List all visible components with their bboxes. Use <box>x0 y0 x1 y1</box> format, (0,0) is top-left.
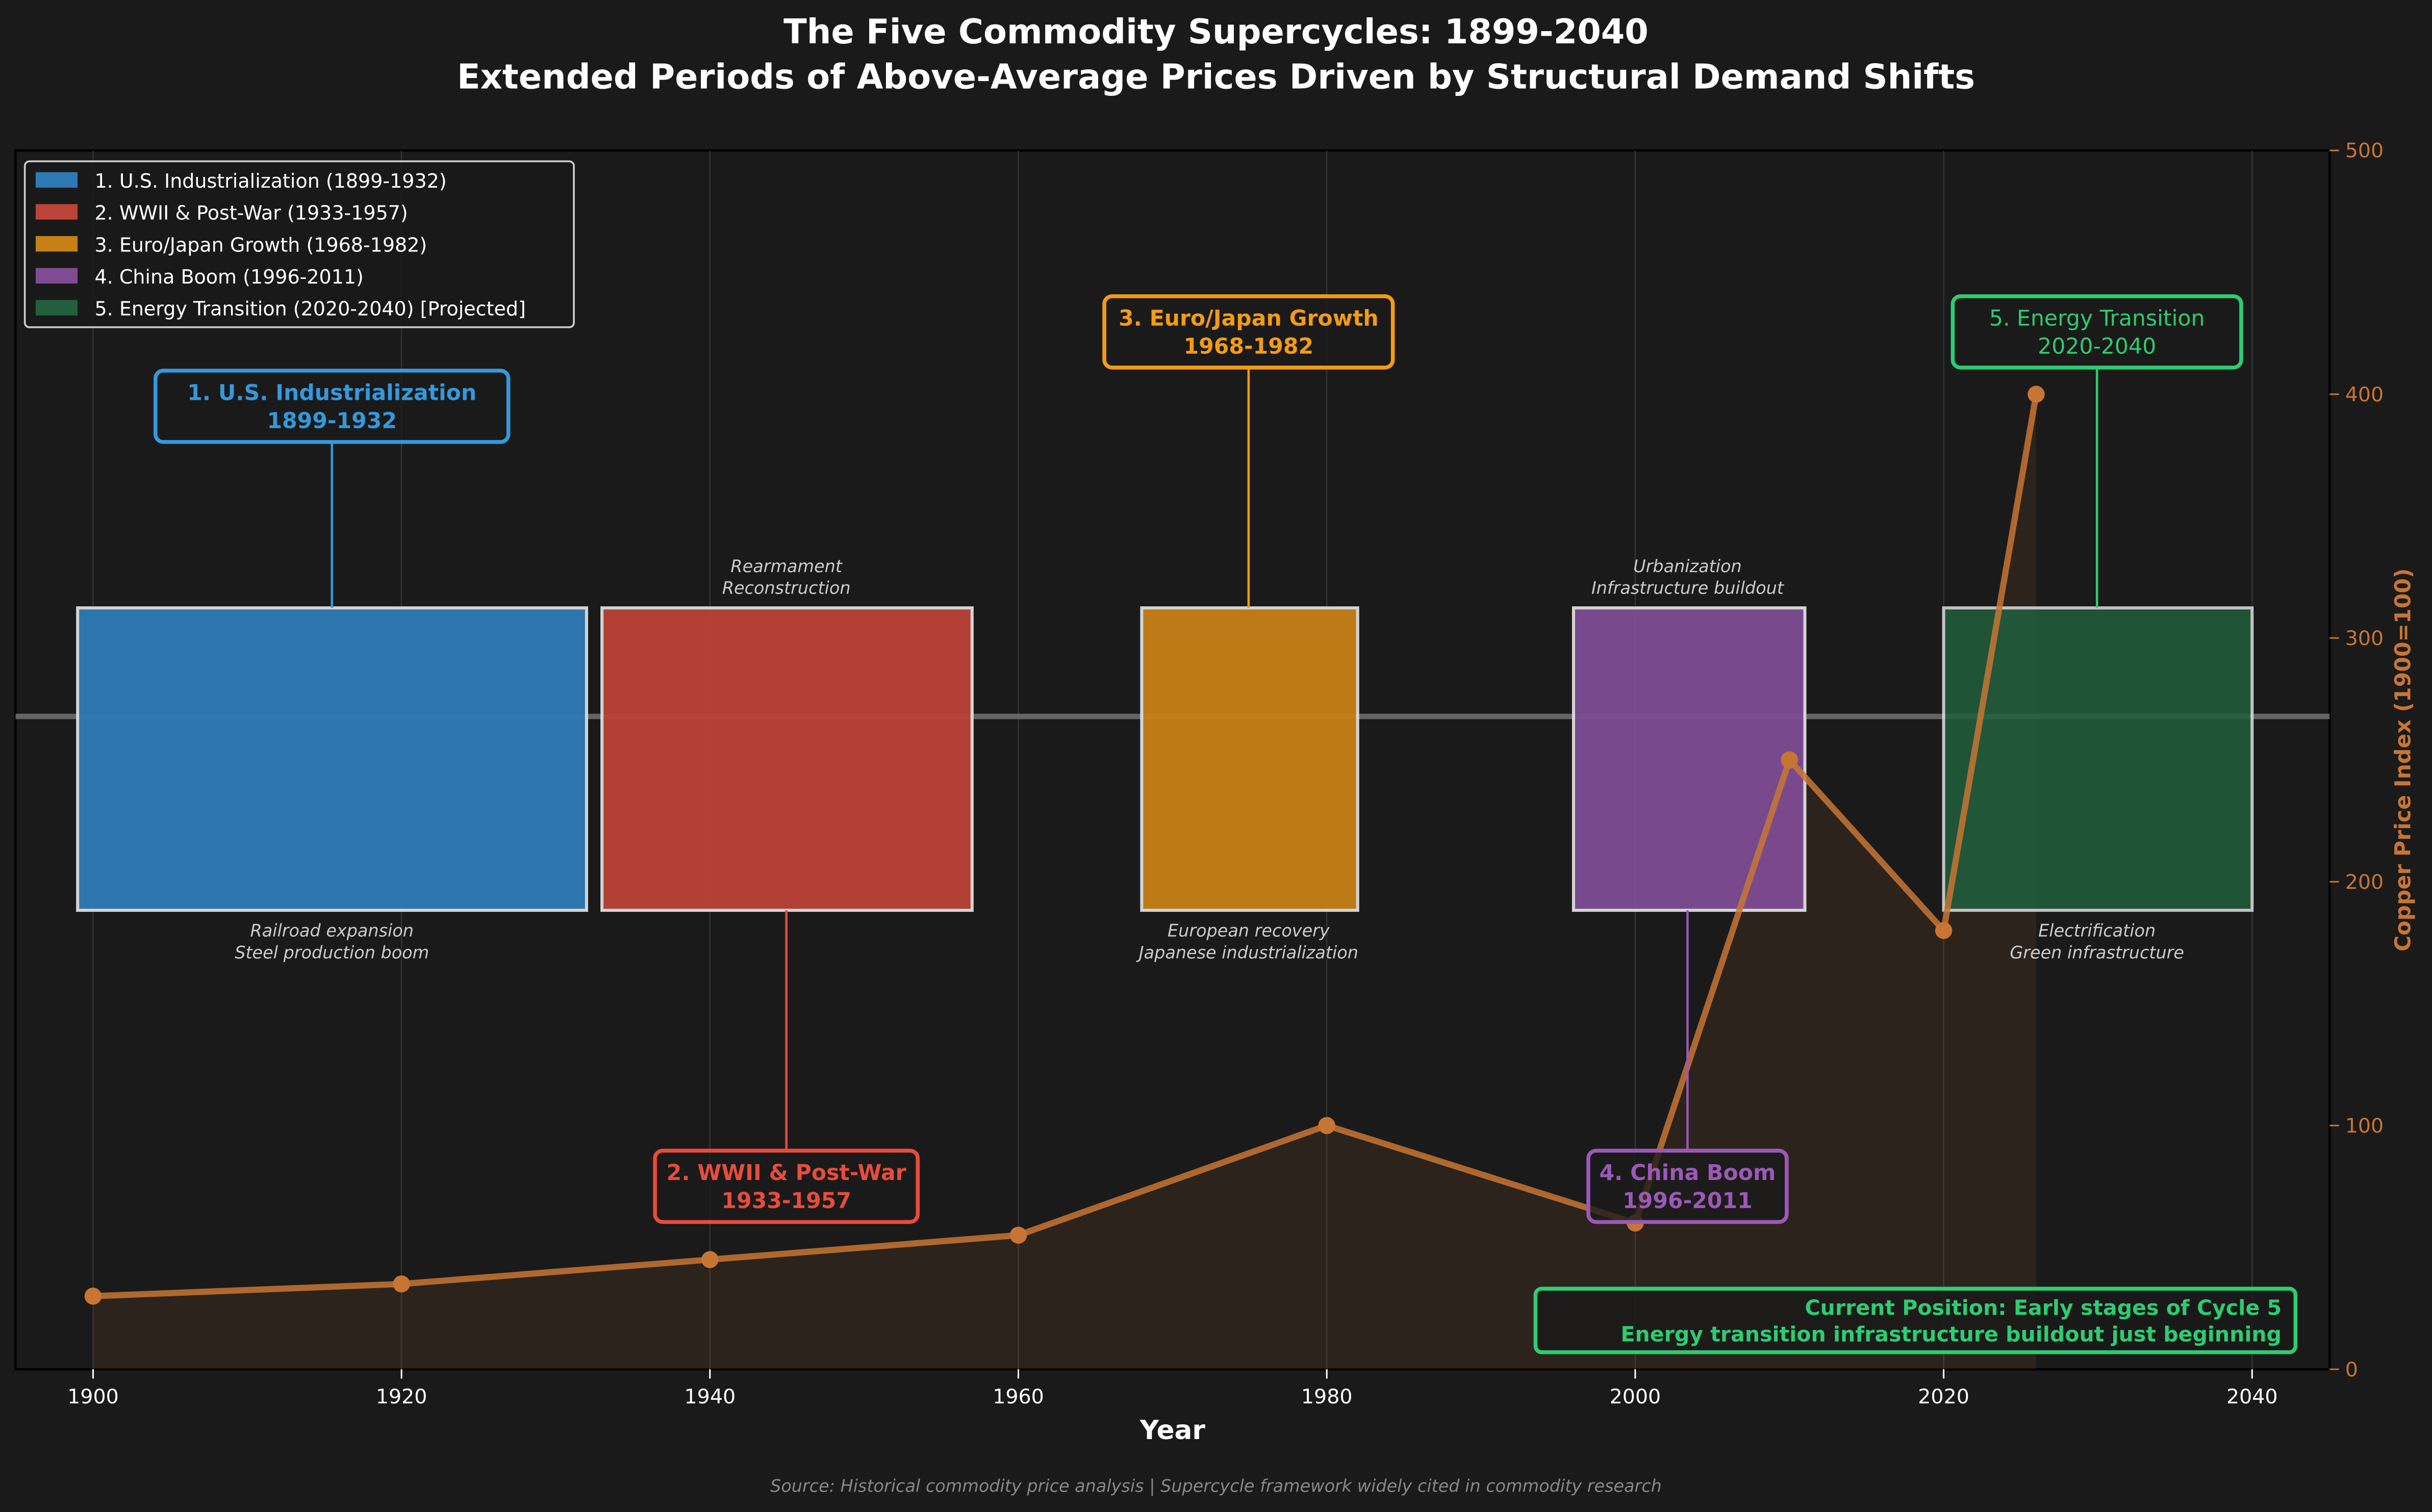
cycle-driver: European recovery <box>1168 921 1330 941</box>
legend-entry: 3. Euro/Japan Growth (1968-1982) <box>94 234 427 256</box>
legend-frame <box>23 160 575 328</box>
legend-swatch <box>35 172 78 188</box>
cycle-label-box <box>1102 294 1395 370</box>
y-axis-right-label: Copper Price Index (1900=100) <box>2390 568 2416 951</box>
copper-point <box>393 1275 410 1293</box>
x-tick-label: 1920 <box>376 1385 427 1408</box>
cycle-label-period: 1933-1957 <box>721 1188 851 1214</box>
y-tick-label-right: 200 <box>2345 870 2384 894</box>
cycle-label-name: 4. China Boom <box>1599 1160 1776 1186</box>
copper-point <box>701 1251 719 1268</box>
cycle-driver: Electrification <box>2038 921 2156 941</box>
x-tick-label: 1960 <box>993 1385 1044 1408</box>
legend-swatch <box>35 204 78 220</box>
legend-swatch <box>35 236 78 252</box>
cycle-label-period: 2020-2040 <box>2038 334 2156 359</box>
cycle-driver: Urbanization <box>1633 556 1742 576</box>
cycle-driver: Reconstruction <box>722 578 851 598</box>
copper-point <box>1781 751 1798 768</box>
cycle-label-box <box>1586 1148 1789 1224</box>
legend-entry: 2. WWII & Post-War (1933-1957) <box>94 202 408 224</box>
cycle-box <box>600 606 974 912</box>
legend-swatch <box>35 268 78 284</box>
cycle-driver: Rearmament <box>730 556 843 576</box>
x-tick-label: 2020 <box>1918 1385 1969 1408</box>
annotation-line-2: Energy transition infrastructure buildou… <box>1621 1322 2282 1346</box>
copper-point <box>1318 1117 1335 1134</box>
annotation-line-1: Current Position: Early stages of Cycle … <box>1805 1296 2282 1320</box>
cycle-driver: Railroad expansion <box>250 921 413 941</box>
cycle-box <box>1140 606 1359 912</box>
legend-entry: 1. U.S. Industrialization (1899-1932) <box>94 170 446 192</box>
x-tick-label: 1900 <box>67 1385 119 1408</box>
legend-swatch <box>35 300 78 316</box>
current-position-annotation: Current Position: Early stages of Cycle … <box>1533 1287 2298 1354</box>
y-tick-label-right: 100 <box>2345 1114 2384 1138</box>
y-tick-label-right: 400 <box>2345 383 2384 406</box>
y-tick-label-right: 0 <box>2345 1358 2358 1381</box>
source-note: Source: Historical commodity price analy… <box>770 1476 1662 1496</box>
x-tick-label: 1980 <box>1301 1385 1353 1408</box>
y-tick-label-right: 500 <box>2345 139 2384 163</box>
x-axis-label: Year <box>1139 1415 1206 1446</box>
x-tick-label: 2040 <box>2226 1385 2278 1408</box>
cycle-label-name: 2. WWII & Post-War <box>667 1160 906 1186</box>
chart-subtitle: Extended Periods of Above-Average Prices… <box>457 57 1975 96</box>
copper-point <box>1009 1226 1027 1244</box>
cycle-driver: Green infrastructure <box>2010 942 2184 962</box>
legend: 1. U.S. Industrialization (1899-1932) 2. … <box>23 160 575 328</box>
cycle-label-period: 1996-2011 <box>1623 1188 1753 1214</box>
cycle-driver: Japanese industrialization <box>1136 942 1358 962</box>
legend-entry: 5. Energy Transition (2020-2040) [Projec… <box>94 298 525 320</box>
cycle-box <box>76 606 588 912</box>
cycle-label-box <box>154 369 511 444</box>
cycle-driver: Infrastructure buildout <box>1591 578 1785 598</box>
copper-area <box>93 394 2036 1370</box>
copper-point <box>84 1288 102 1305</box>
cycle-label-box <box>653 1148 920 1224</box>
cycle-label-name: 1. U.S. Industrialization <box>187 380 476 406</box>
copper-point <box>2028 386 2045 403</box>
legend-entry: 4. China Boom (1996-2011) <box>94 266 363 288</box>
y-tick-label-right: 300 <box>2345 627 2384 650</box>
x-tick-label: 2000 <box>1610 1385 1661 1408</box>
cycle-label-period: 1968-1982 <box>1184 334 1314 359</box>
copper-point <box>1935 921 1953 939</box>
cycle-driver: Steel production boom <box>235 942 429 962</box>
cycle-label-name: 3. Euro/Japan Growth <box>1119 306 1379 331</box>
chart-title: The Five Commodity Supercycles: 1899-204… <box>783 12 1649 52</box>
cycle-label-period: 1899-1932 <box>267 408 397 433</box>
x-tick-label: 1940 <box>685 1385 736 1408</box>
cycle-label-box <box>1950 294 2243 370</box>
cycle-box <box>1572 606 1807 912</box>
cycle-label-name: 5. Energy Transition <box>1989 306 2205 331</box>
